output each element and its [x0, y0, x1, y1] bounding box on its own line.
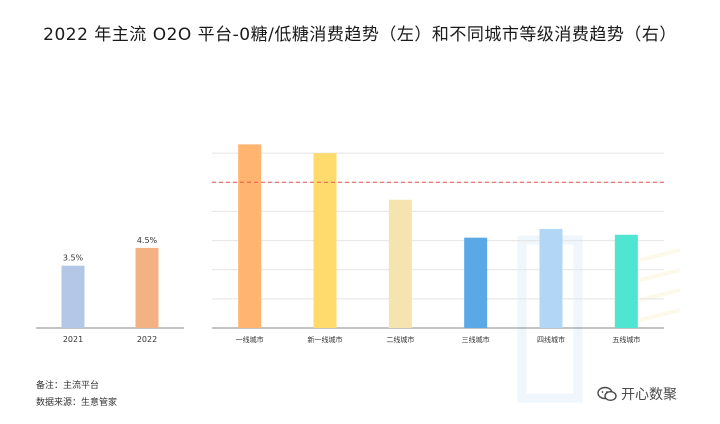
left-value-label: 4.5%: [137, 236, 158, 245]
left-bar-2021: [61, 265, 85, 328]
right-bar-五线城市: [614, 234, 638, 328]
watermark-text: 开心数聚: [621, 387, 677, 403]
left-bar-chart: 3.5% 2021 4.5% 2022: [36, 236, 184, 344]
left-bar-2022: [135, 247, 159, 328]
right-tick-label: 一线城市: [236, 335, 264, 344]
wechat-icon: [597, 386, 617, 402]
right-bar-一线城市: [238, 144, 262, 328]
right-bar-新一线城市: [313, 153, 337, 328]
note-source: 数据来源：生意管家: [36, 398, 118, 408]
right-tick-label: 二线城市: [386, 335, 414, 344]
right-bar-二线城市: [388, 199, 412, 328]
right-bar-三线城市: [464, 237, 488, 328]
right-tick-label: 四线城市: [537, 335, 565, 344]
note-platform: 备注：主流平台: [36, 381, 100, 391]
right-tick-label: 三线城市: [462, 335, 490, 344]
left-tick-label: 2021: [63, 335, 83, 344]
right-tick-label: 五线城市: [612, 335, 640, 344]
left-value-label: 3.5%: [63, 254, 84, 263]
left-tick-label: 2022: [137, 335, 157, 344]
watermark: 开心数聚: [597, 384, 677, 404]
right-bar-chart: 一线城市 新一线城市 二线城市 三线城市 四线城市 五线城市: [212, 144, 664, 344]
right-bar-四线城市: [539, 228, 563, 328]
right-tick-label: 新一线城市: [308, 335, 343, 344]
chart-title: 2022 年主流 O2O 平台-0糖/低糖消费趋势（左）和不同城市等级消费趋势（…: [43, 25, 677, 45]
